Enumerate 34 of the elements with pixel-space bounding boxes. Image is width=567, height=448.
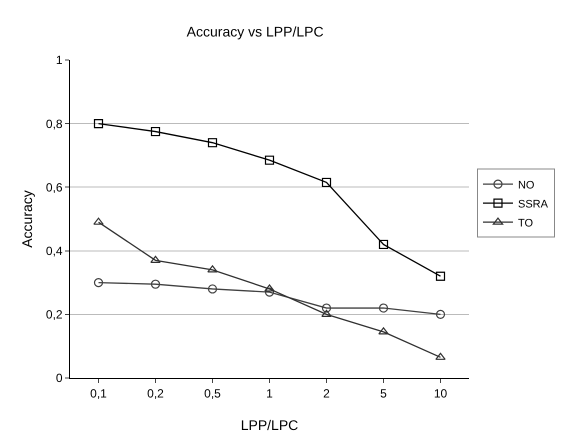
point	[94, 119, 104, 128]
y-tick-label: 1	[56, 53, 63, 68]
x-tick-label: 0,2	[147, 386, 164, 400]
x-tick-label: 5	[380, 386, 388, 400]
point	[378, 303, 388, 313]
legend-label: SSRA	[518, 198, 549, 210]
x-tick-label: 0,1	[90, 386, 108, 400]
y-tick-label: 0	[56, 371, 63, 386]
point	[94, 278, 104, 288]
point	[322, 178, 332, 188]
point	[264, 156, 274, 165]
y-tick-label: 0,8	[46, 116, 63, 131]
point	[208, 284, 218, 294]
point	[150, 126, 160, 136]
y-tick-label: 0,6	[46, 180, 63, 194]
x-tick-label: 2	[323, 386, 330, 400]
point	[264, 284, 275, 292]
legend-label: NO	[518, 179, 535, 192]
x-tick-label: 1	[266, 386, 274, 400]
y-axis-title: Accuracy	[19, 190, 35, 248]
point	[264, 288, 274, 297]
point	[322, 303, 332, 313]
point	[150, 280, 160, 289]
point	[436, 310, 446, 319]
point	[378, 240, 388, 250]
x-tick-label: 0,5	[204, 386, 222, 400]
x-tick-label: 10	[434, 386, 448, 400]
point	[208, 138, 218, 148]
y-tick-label: 0,4	[46, 244, 63, 258]
chart-title: Accuracy vs LPP/LPC	[186, 24, 324, 40]
point	[436, 272, 446, 281]
x-axis-title: LPP/LPC	[240, 417, 298, 433]
y-tick-label: 0,2	[46, 308, 63, 322]
legend-label: TO	[518, 217, 534, 230]
